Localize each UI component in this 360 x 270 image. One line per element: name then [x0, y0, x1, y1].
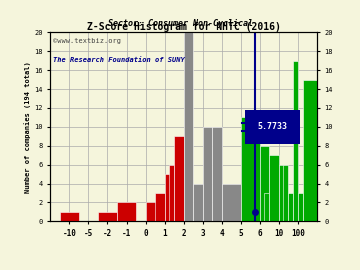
Bar — [288, 193, 293, 221]
Bar — [155, 193, 165, 221]
Bar — [169, 165, 174, 221]
Bar — [117, 202, 136, 221]
Bar — [283, 165, 288, 221]
Bar — [212, 127, 222, 221]
Y-axis label: Number of companies (194 total): Number of companies (194 total) — [24, 61, 31, 193]
Bar — [269, 155, 279, 221]
Text: 5.7733: 5.7733 — [257, 122, 287, 131]
Text: The Research Foundation of SUNY: The Research Foundation of SUNY — [53, 57, 185, 63]
Bar — [241, 117, 260, 221]
Text: ©www.textbiz.org: ©www.textbiz.org — [53, 38, 121, 44]
Bar — [145, 202, 165, 221]
Text: Sector: Consumer Non-Cyclical: Sector: Consumer Non-Cyclical — [108, 19, 252, 28]
Bar — [222, 184, 241, 221]
Bar — [298, 193, 302, 221]
Bar — [184, 32, 193, 221]
Bar — [60, 212, 79, 221]
Bar — [260, 146, 269, 221]
Bar — [174, 136, 184, 221]
Bar — [193, 184, 203, 221]
Bar — [293, 61, 298, 221]
Title: Z-Score Histogram for NHTC (2016): Z-Score Histogram for NHTC (2016) — [87, 22, 280, 32]
Bar — [302, 80, 317, 221]
Bar — [279, 165, 284, 221]
Bar — [98, 212, 117, 221]
Bar — [265, 193, 269, 221]
Bar — [203, 127, 212, 221]
Bar — [165, 174, 174, 221]
